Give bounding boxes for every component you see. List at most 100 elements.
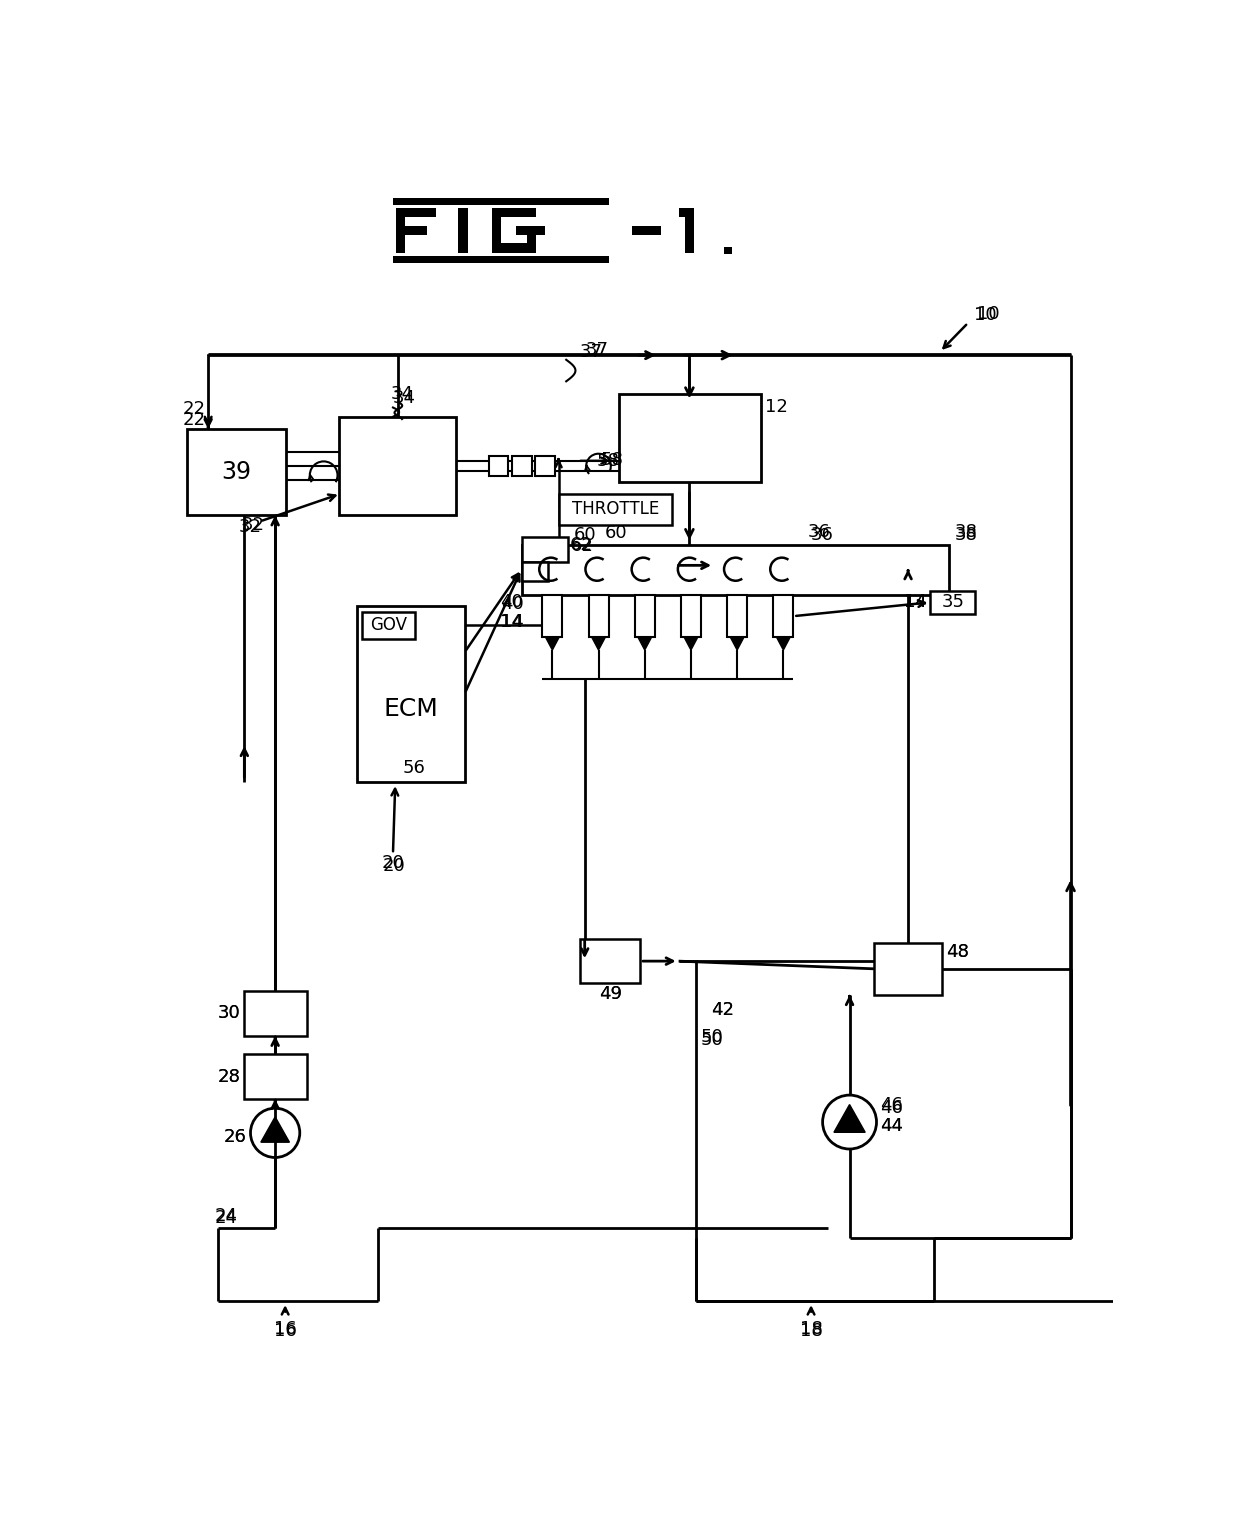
Bar [684, 209, 694, 253]
Bar [522, 562, 548, 580]
Text: 48: 48 [946, 942, 968, 961]
Bar [491, 244, 536, 253]
Text: 34: 34 [391, 385, 414, 402]
Bar [774, 594, 794, 637]
Text: 50: 50 [701, 1028, 724, 1047]
Text: 39: 39 [222, 460, 252, 484]
Text: 22: 22 [182, 401, 206, 418]
Text: 58: 58 [600, 451, 622, 468]
Polygon shape [260, 1117, 289, 1142]
Bar [339, 416, 456, 516]
Polygon shape [637, 637, 652, 649]
Bar [619, 393, 761, 482]
Bar [490, 456, 508, 476]
Bar [542, 594, 563, 637]
Polygon shape [730, 637, 744, 649]
Bar [396, 226, 427, 235]
Text: 32: 32 [242, 516, 264, 534]
Bar [536, 456, 554, 476]
Text: 60: 60 [574, 527, 596, 545]
Text: 40: 40 [501, 596, 523, 612]
Bar [459, 209, 467, 253]
Text: 36: 36 [807, 523, 830, 542]
Text: 14: 14 [500, 612, 523, 631]
Text: 10: 10 [977, 304, 999, 322]
Text: 49: 49 [599, 985, 621, 1004]
Bar [724, 247, 732, 255]
Text: 37: 37 [585, 341, 609, 359]
Bar [631, 226, 661, 235]
Text: THROTTLE: THROTTLE [572, 500, 660, 519]
Text: ECM: ECM [383, 697, 438, 721]
Bar [512, 456, 532, 476]
Text: 38: 38 [955, 523, 978, 542]
Text: 18: 18 [800, 1322, 822, 1340]
Text: 26: 26 [223, 1128, 247, 1145]
Text: 38: 38 [955, 527, 978, 545]
Text: 62: 62 [570, 536, 593, 554]
Text: 56: 56 [403, 758, 425, 777]
Bar [635, 594, 655, 637]
Bar [244, 992, 308, 1036]
Text: 20: 20 [382, 855, 404, 872]
Polygon shape [546, 637, 559, 649]
Polygon shape [684, 637, 698, 649]
Bar [516, 226, 546, 235]
Polygon shape [835, 1105, 866, 1133]
Text: 10: 10 [975, 305, 997, 324]
Text: 37: 37 [580, 342, 603, 361]
Bar [491, 209, 536, 218]
Text: GOV: GOV [370, 616, 407, 634]
Bar [491, 209, 501, 253]
Bar [527, 226, 536, 244]
Text: 14: 14 [501, 612, 523, 631]
Bar [589, 594, 609, 637]
Text: 48: 48 [946, 942, 968, 961]
Text: 18: 18 [800, 1320, 822, 1339]
Bar [396, 209, 436, 218]
Bar [522, 545, 949, 594]
Text: 36: 36 [811, 527, 835, 545]
Polygon shape [776, 637, 790, 649]
Bar [678, 209, 694, 218]
Text: 49: 49 [599, 985, 621, 1004]
Text: 24: 24 [215, 1210, 237, 1228]
Bar [930, 591, 975, 614]
Bar [558, 494, 672, 525]
Text: 30: 30 [218, 1004, 241, 1022]
Text: 16: 16 [274, 1322, 296, 1340]
Text: 50: 50 [701, 1032, 724, 1050]
Text: 40: 40 [500, 593, 523, 611]
Bar [580, 939, 640, 984]
Bar [396, 209, 405, 253]
Text: 46: 46 [880, 1096, 903, 1114]
Text: 35: 35 [941, 594, 965, 611]
Text: 28: 28 [217, 1068, 241, 1085]
Text: 44: 44 [880, 1117, 904, 1134]
Text: 28: 28 [217, 1068, 241, 1085]
Polygon shape [591, 637, 605, 649]
Text: 12: 12 [765, 399, 787, 416]
Bar [362, 611, 414, 639]
Bar [522, 537, 568, 562]
Text: 32: 32 [239, 517, 262, 536]
Text: 42: 42 [711, 1001, 734, 1019]
Text: 16: 16 [274, 1320, 296, 1339]
Bar [393, 198, 609, 206]
Text: 58: 58 [596, 453, 620, 470]
Bar [187, 430, 286, 516]
Text: 62: 62 [570, 537, 594, 556]
Text: 14: 14 [904, 594, 926, 611]
Bar [681, 594, 701, 637]
Text: 24: 24 [215, 1207, 237, 1225]
Text: 46: 46 [880, 1099, 903, 1117]
Text: 42: 42 [711, 1001, 734, 1019]
Bar [393, 256, 609, 262]
Text: 34: 34 [393, 390, 415, 407]
Text: 30: 30 [218, 1004, 241, 1022]
Text: 44: 44 [880, 1117, 904, 1134]
Bar [244, 1055, 308, 1099]
Text: 60: 60 [605, 523, 627, 542]
Text: 14: 14 [904, 594, 926, 611]
Bar [874, 942, 942, 995]
